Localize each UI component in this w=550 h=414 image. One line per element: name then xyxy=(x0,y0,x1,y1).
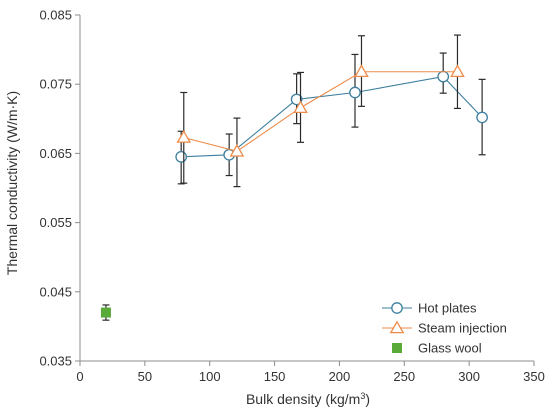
series-line xyxy=(183,71,458,152)
x-tick-label: 50 xyxy=(138,369,152,384)
series-layer xyxy=(100,34,488,321)
x-tick-label: 150 xyxy=(264,369,286,384)
x-tick-label: 100 xyxy=(199,369,221,384)
data-point xyxy=(450,64,465,78)
series-hot-plates xyxy=(175,52,488,185)
x-tick-label: 300 xyxy=(458,369,480,384)
x-axis-title-main: Bulk density (kg/m xyxy=(246,391,360,407)
legend-item: Hot plates xyxy=(382,301,477,316)
series-glass-wool xyxy=(100,304,111,321)
data-point xyxy=(293,100,308,114)
data-point xyxy=(476,111,488,124)
legend-label: Hot plates xyxy=(418,301,477,316)
x-tick-label: 0 xyxy=(76,369,83,384)
x-axis-title: Bulk density (kg/m3) xyxy=(246,391,370,407)
y-tick-label: 0.085 xyxy=(39,8,72,23)
y-tick-label: 0.045 xyxy=(39,284,72,299)
legend-marker xyxy=(391,302,403,314)
y-tick-label: 0.075 xyxy=(39,77,72,92)
data-point xyxy=(176,129,192,143)
series-steam-injection xyxy=(176,34,465,188)
y-tick-label: 0.065 xyxy=(39,146,72,161)
legend-label: Glass wool xyxy=(418,341,482,356)
y-tick-label: 0.055 xyxy=(39,215,72,230)
data-point xyxy=(437,70,450,83)
x-axis-title-superscript: 3 xyxy=(360,391,365,401)
data-point xyxy=(229,143,245,157)
data-point xyxy=(290,93,303,106)
legend-marker xyxy=(392,343,402,353)
x-tick-label: 200 xyxy=(329,369,351,384)
data-point xyxy=(100,307,111,318)
x-tick-label: 250 xyxy=(393,369,415,384)
axes-layer: 0 50 100 150 200 250 300 350 0.035 0.045 0.055 0.06… xyxy=(39,8,544,385)
series-line xyxy=(181,75,483,158)
data-point xyxy=(349,86,361,99)
legend-marker xyxy=(389,320,405,334)
legend: Hot plates Steam injection Glass wool xyxy=(382,301,507,356)
data-point xyxy=(175,151,188,163)
y-axis-title: Thermal conductivity (W/m·K) xyxy=(4,91,20,275)
data-point xyxy=(354,64,369,78)
legend-item: Steam injection xyxy=(382,320,507,336)
x-axis-title-suffix: ) xyxy=(365,391,370,407)
legend-item: Glass wool xyxy=(392,341,482,356)
x-tick-label: 350 xyxy=(523,369,545,384)
legend-label: Steam injection xyxy=(418,321,507,336)
y-tick-label: 0.035 xyxy=(39,354,72,369)
